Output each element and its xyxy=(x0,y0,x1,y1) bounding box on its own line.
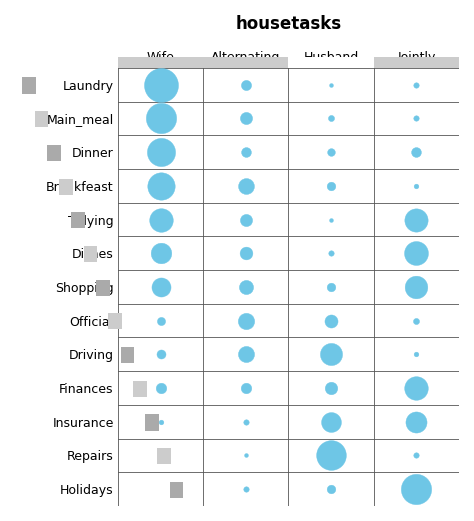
Point xyxy=(242,148,250,156)
Point xyxy=(327,249,335,257)
Point xyxy=(157,148,164,156)
Point xyxy=(412,485,420,493)
Bar xyxy=(72,212,85,228)
Point xyxy=(242,316,250,325)
Point xyxy=(412,417,420,426)
Point xyxy=(242,215,250,224)
Bar xyxy=(288,57,374,68)
Point xyxy=(157,316,164,325)
Bar xyxy=(35,111,48,127)
Point xyxy=(157,114,164,122)
Point xyxy=(412,316,420,325)
Point xyxy=(157,182,164,190)
Point xyxy=(157,417,164,426)
Point xyxy=(327,316,335,325)
Bar xyxy=(22,78,36,93)
Point xyxy=(327,417,335,426)
Point xyxy=(242,182,250,190)
Bar xyxy=(374,57,459,68)
Point xyxy=(327,114,335,122)
Point xyxy=(242,350,250,358)
Point xyxy=(242,417,250,426)
Bar xyxy=(133,381,146,397)
Point xyxy=(157,249,164,257)
Point xyxy=(242,283,250,291)
Point xyxy=(327,215,335,224)
Bar xyxy=(108,313,122,329)
Point xyxy=(157,384,164,392)
Point xyxy=(412,384,420,392)
Point xyxy=(327,148,335,156)
Point xyxy=(412,249,420,257)
Point xyxy=(242,249,250,257)
Bar xyxy=(47,145,61,161)
Point xyxy=(412,283,420,291)
Bar xyxy=(170,482,183,498)
Point xyxy=(412,81,420,89)
Bar xyxy=(118,57,203,68)
Point xyxy=(157,81,164,89)
Point xyxy=(157,215,164,224)
Point xyxy=(412,350,420,358)
Point xyxy=(327,384,335,392)
Point xyxy=(242,81,250,89)
Point xyxy=(412,114,420,122)
Point xyxy=(157,283,164,291)
Point xyxy=(242,485,250,493)
Point xyxy=(327,182,335,190)
Point xyxy=(327,283,335,291)
Point xyxy=(242,384,250,392)
Point xyxy=(412,215,420,224)
Point xyxy=(327,451,335,460)
Point xyxy=(327,485,335,493)
Point xyxy=(412,148,420,156)
Bar xyxy=(84,246,97,262)
Bar xyxy=(145,415,159,430)
Point xyxy=(242,451,250,460)
Point xyxy=(327,81,335,89)
Point xyxy=(412,451,420,460)
Bar xyxy=(157,448,171,464)
Bar xyxy=(120,347,134,363)
Title: housetasks: housetasks xyxy=(236,15,341,33)
Point xyxy=(412,182,420,190)
Point xyxy=(327,350,335,358)
Bar xyxy=(96,280,109,296)
Point xyxy=(242,114,250,122)
Point xyxy=(157,350,164,358)
Bar xyxy=(203,57,288,68)
Bar xyxy=(59,179,73,195)
